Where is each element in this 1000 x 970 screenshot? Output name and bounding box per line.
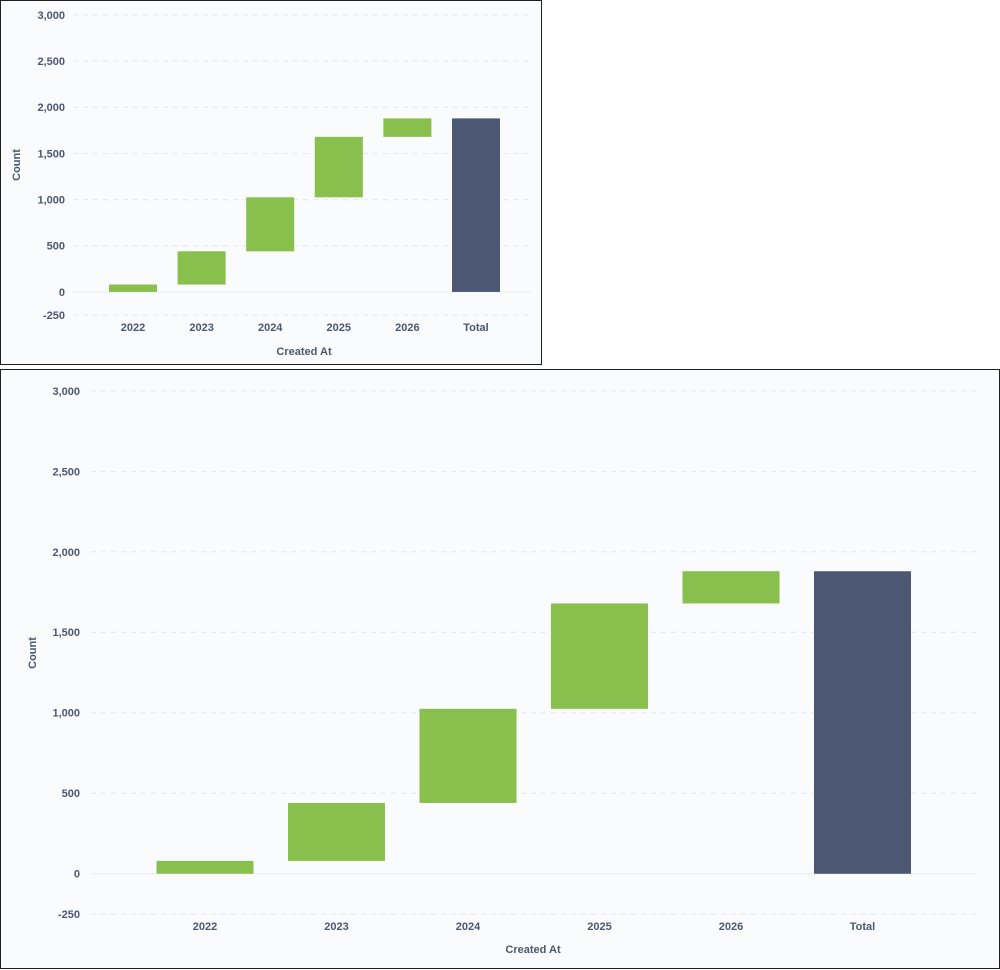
waterfall-chart-large: 3,000 2,500 2,000 1,500 1,000 500 0 -250 2022 202… [27,386,977,956]
x-tick-label: 2025 [327,322,351,334]
y-tick-label: 2,500 [37,56,65,68]
y-tick-label: 0 [74,869,80,881]
bar-increase[interactable] [156,860,254,874]
bar-increase[interactable] [314,136,363,198]
bar-increase[interactable] [288,802,385,861]
y-tick-label: 500 [47,241,65,253]
x-tick-label: 2025 [587,921,611,933]
y-tick-label: 0 [59,287,65,299]
x-tick-label: 2026 [395,322,419,334]
bar-increase[interactable] [109,284,157,292]
y-tick-label: 1,500 [52,627,80,639]
y-axis-title: Count [27,637,39,669]
x-tick-label: 2026 [719,921,743,933]
bar-increase[interactable] [383,118,432,137]
y-tick-label: 1,500 [37,148,65,160]
x-tick-label: 2023 [324,921,348,933]
bar-increase[interactable] [419,708,517,803]
y-tick-label: 3,000 [52,386,80,398]
y-tick-label: -250 [43,310,65,322]
y-tick-label: 1,000 [37,194,65,206]
x-tick-label: 2023 [189,322,213,334]
x-tick-label: Total [850,921,875,933]
x-tick-label: 2022 [193,921,217,933]
bar-increase[interactable] [177,251,226,285]
y-tick-label: 500 [62,788,80,800]
y-tick-label: 2,000 [37,102,65,114]
bar-total[interactable] [452,118,500,292]
y-tick-label: 3,000 [37,10,65,22]
bar-increase[interactable] [682,571,780,604]
y-tick-label: 1,000 [52,708,80,720]
bar-increase[interactable] [551,603,648,709]
bar-total[interactable] [814,571,911,874]
chart-card-large: 3,000 2,500 2,000 1,500 1,000 500 0 -250 2022 202… [0,369,1000,969]
y-tick-label: -250 [58,909,80,921]
x-axis-title: Created At [505,944,561,956]
y-tick-label: 2,000 [52,547,80,559]
bar-increase[interactable] [246,197,295,252]
y-axis-title: Count [11,149,23,181]
x-tick-label: Total [463,322,488,334]
waterfall-chart-small: 3,000 2,500 2,000 1,500 1,000 500 0 -250 2022 202… [11,10,531,358]
x-tick-label: 2024 [456,921,481,933]
x-axis-title: Created At [276,346,332,358]
chart-card-small: 3,000 2,500 2,000 1,500 1,000 500 0 -250 2022 202… [0,0,542,365]
x-tick-label: 2022 [121,322,145,334]
x-tick-label: 2024 [258,322,283,334]
y-tick-label: 2,500 [52,466,80,478]
